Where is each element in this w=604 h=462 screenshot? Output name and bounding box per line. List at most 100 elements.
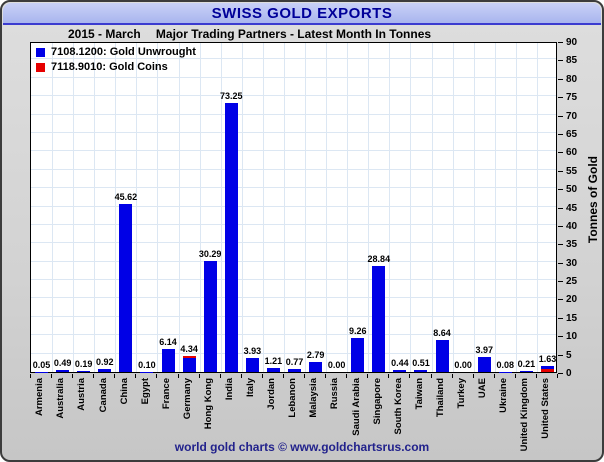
bar-value-label: 1.21 bbox=[264, 355, 283, 366]
bar bbox=[56, 370, 70, 372]
x-axis-label: Ukraine bbox=[498, 378, 510, 413]
h-gridline bbox=[31, 242, 556, 244]
bar bbox=[309, 361, 323, 372]
x-axis-tick bbox=[240, 374, 242, 378]
y-axis-tick bbox=[558, 189, 563, 191]
x-axis-tick bbox=[156, 374, 158, 378]
x-axis-tick bbox=[30, 374, 31, 378]
h-gridline bbox=[31, 205, 556, 207]
chart-title-bar: SWISS GOLD EXPORTS bbox=[3, 3, 601, 25]
h-gridline bbox=[31, 187, 556, 189]
bar-value-label: 2.79 bbox=[306, 349, 325, 360]
bar bbox=[161, 349, 175, 372]
bar-value-label: 6.14 bbox=[159, 337, 177, 348]
legend-label-gold-unwrought: 7108.1200: Gold Unwrought bbox=[51, 46, 196, 58]
bar-value-label: 45.62 bbox=[114, 192, 138, 203]
h-gridline bbox=[31, 352, 556, 354]
x-axis-label: India bbox=[224, 378, 236, 401]
h-gridline bbox=[31, 260, 556, 262]
v-gridline bbox=[515, 43, 517, 372]
v-gridline bbox=[178, 43, 180, 372]
x-axis-tick bbox=[430, 374, 432, 378]
bar-coin-segment bbox=[540, 369, 554, 372]
y-axis-tick bbox=[558, 97, 563, 99]
v-gridline bbox=[94, 43, 96, 372]
x-axis-tick bbox=[282, 374, 284, 378]
bar-coin-segment bbox=[182, 356, 196, 358]
v-gridline bbox=[368, 43, 370, 372]
v-gridline bbox=[136, 43, 138, 372]
v-gridline bbox=[283, 43, 285, 372]
y-axis-tick-label: 60 bbox=[566, 147, 578, 159]
bar bbox=[203, 260, 217, 372]
y-axis-tick-label: 70 bbox=[566, 110, 578, 122]
bar-value-label: 4.34 bbox=[180, 344, 198, 355]
y-axis-tick bbox=[558, 133, 563, 135]
y-axis-tick-label: 0 bbox=[566, 368, 572, 379]
legend-label-gold-coins: 7118.9010: Gold Coins bbox=[51, 61, 168, 73]
x-axis-label: South Korea bbox=[392, 378, 404, 435]
y-axis-tick-label: 45 bbox=[566, 202, 578, 214]
x-axis-tick bbox=[198, 374, 200, 378]
h-gridline bbox=[31, 58, 556, 60]
x-axis-tick bbox=[409, 374, 411, 378]
x-axis-tick bbox=[557, 374, 558, 378]
v-gridline bbox=[305, 43, 307, 372]
y-axis-title-wrap: Tonnes of Gold bbox=[586, 156, 600, 243]
bar bbox=[245, 357, 259, 372]
y-axis-tick bbox=[558, 373, 563, 374]
y-axis-tick bbox=[558, 42, 563, 43]
x-axis-label: Canada bbox=[97, 378, 109, 413]
h-gridline bbox=[31, 279, 556, 281]
x-axis-tick bbox=[472, 374, 474, 378]
h-gridline bbox=[31, 223, 556, 225]
bar-value-label: 8.64 bbox=[433, 328, 451, 339]
x-axis-label: Lebanon bbox=[287, 378, 299, 418]
x-axis-label: Russia bbox=[329, 378, 341, 410]
v-gridline bbox=[389, 43, 391, 372]
h-gridline bbox=[31, 150, 556, 152]
bar bbox=[540, 366, 554, 372]
bar-value-label: 0.21 bbox=[517, 359, 536, 370]
x-axis-label: UAE bbox=[476, 378, 488, 399]
x-axis-tick bbox=[514, 374, 516, 378]
x-axis-tick bbox=[451, 374, 453, 378]
bar-value-label: 0.00 bbox=[454, 360, 472, 370]
x-axis-tick bbox=[367, 374, 369, 378]
bar-value-label: 0.44 bbox=[391, 358, 409, 369]
bar bbox=[224, 102, 238, 372]
x-axis-tick bbox=[325, 374, 327, 378]
v-gridline bbox=[326, 43, 328, 372]
y-axis-tick-label: 90 bbox=[566, 37, 578, 48]
x-axis-label: China bbox=[118, 378, 130, 405]
chart-title: SWISS GOLD EXPORTS bbox=[211, 4, 393, 22]
x-axis-label: Hong Kong bbox=[202, 378, 214, 430]
bar bbox=[393, 370, 407, 372]
x-axis-tick bbox=[388, 374, 390, 378]
h-gridline bbox=[31, 131, 556, 133]
bar-value-label: 0.05 bbox=[32, 359, 51, 370]
x-axis-tick bbox=[135, 374, 137, 378]
bar-value-label: 0.92 bbox=[96, 356, 114, 367]
x-axis-label: Australia bbox=[55, 378, 67, 419]
bar-value-label: 73.25 bbox=[219, 90, 243, 101]
x-axis-label: France bbox=[160, 378, 172, 410]
x-axis-label: Germany bbox=[181, 378, 193, 420]
bar-value-label: 0.51 bbox=[412, 358, 430, 369]
bar-value-label: 0.00 bbox=[327, 360, 346, 370]
x-axis-label: Singapore bbox=[371, 378, 383, 425]
x-axis-label: Jordan bbox=[266, 378, 278, 410]
bar-value-label: 0.77 bbox=[285, 357, 304, 368]
x-axis-tick bbox=[72, 374, 74, 378]
legend: 7108.1200: Gold Unwrought 7118.9010: Gol… bbox=[36, 46, 196, 76]
bar bbox=[477, 357, 491, 372]
chart-subtitle: Major Trading Partners - Latest Month In… bbox=[155, 27, 432, 41]
footer-credit: world gold charts © www.goldchartsrus.co… bbox=[174, 440, 430, 454]
y-axis-tick bbox=[558, 170, 563, 172]
y-axis-tick-label: 55 bbox=[566, 165, 578, 177]
bar bbox=[351, 337, 365, 372]
x-axis-label: Egypt bbox=[139, 378, 151, 405]
bar bbox=[288, 369, 301, 372]
x-axis-tick bbox=[114, 374, 116, 378]
